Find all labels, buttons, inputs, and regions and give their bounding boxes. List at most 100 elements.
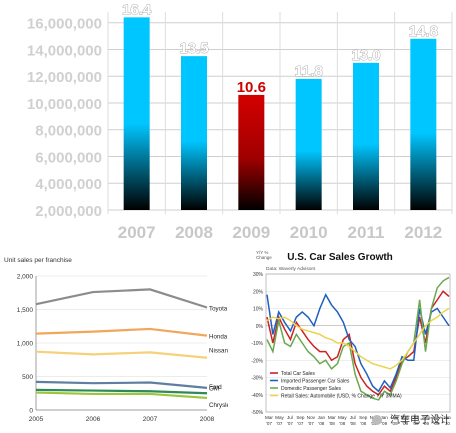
y-tick-label: 6,000,000 [35,149,102,166]
x-tick-label-month: Nov [432,415,441,420]
series-label: Toyota [209,305,228,312]
watermark-icon [372,415,382,425]
us-car-sales-growth-chart: Y/Y % Change U.S. Car Sales Growth Data: Wa… [228,246,456,433]
y-axis-label-line2: Change [256,255,272,260]
x-tick-label-month: Sep [296,415,305,420]
x-tick-label: 2011 [348,223,385,242]
bar-value-label: 10.6 [237,79,266,96]
x-tick-label: 2008 [175,223,213,242]
x-tick-label-year: '10 [444,421,450,426]
x-tick-label-year: '08 [318,421,324,426]
line-chart-svg-right: Y/Y %Change U.S. Car Sales Growth Data: Wa… [251,250,451,426]
series-line [266,276,450,401]
series-line [35,327,208,337]
bar-value-label: 13.0 [351,47,380,64]
x-tick-label: 2005 [29,416,44,423]
y-tick-label: 10,000,000 [27,96,102,113]
unit-sales-per-franchise-chart: Unit sales per franchise 0 500 1,000 1,500 2,… [0,250,228,433]
x-tick-label-month: May [275,415,284,420]
source-note: Data: Waverly Advisors [266,266,316,272]
y-tick-label: 14,000,000 [27,42,102,59]
y-tick-label: 10% [253,307,264,313]
x-tick-label-year: '09 [434,421,440,426]
chart-title: U.S. Car Sales Growth [287,252,393,263]
series-label: Nissan [209,348,228,355]
x-tick-label: 2007 [118,223,156,242]
x-tick-label-year: '09 [392,421,398,426]
x-tick-label-year: '07 [276,421,282,426]
y-tick-label: -40% [251,393,263,399]
x-tick-label-month: Jul [287,415,293,420]
bar [353,62,379,211]
legend-label: Domestic Passenger Sales [281,386,342,392]
line-chart-svg-left: Unit sales per franchise 0 500 1,000 1,500 2,… [4,257,228,423]
x-tick-label: 2009 [232,223,270,242]
x-tick-label-year: '07 [287,421,293,426]
x-tick-label-month: Jan [380,415,388,420]
watermark-text: 汽车电子设计 [390,415,450,426]
legend-label: Total Car Sales [281,371,315,377]
x-tick-label-month: Sep [359,415,368,420]
x-tick-label-year: '09 [413,421,419,426]
y-tick-label: 0 [29,408,33,415]
x-tick-label-year: '07 [297,421,303,426]
x-tick-label-year: '08 [339,421,345,426]
x-tick-label-year: '08 [329,421,335,426]
annual-car-sales-bar-chart: 2,000,000 4,000,000 6,000,000 8,000,000 10,0… [27,1,453,242]
y-tick-label: -30% [251,376,263,382]
y-axis-label-line1: Y/Y % [256,250,268,255]
x-tick-label-month: Mar [265,415,273,420]
legend-label: Retail Sales: Automobile (USD, % Change … [281,394,402,400]
y-tick-label: -20% [251,358,263,364]
y-tick-label: 12,000,000 [27,69,102,86]
x-tick-label-year: '07 [266,421,272,426]
x-tick-label-month: Jul [413,415,419,420]
x-tick-label-year: '09 [423,421,429,426]
series-line [35,391,208,400]
x-tick-label-month: Jan [443,415,451,420]
bar-value-label: 13.5 [179,40,208,57]
x-tick-label: 2010 [290,223,328,242]
bar-chart-svg: 2,000,000 4,000,000 6,000,000 8,000,000 10,0… [27,1,453,242]
series-line [266,307,450,370]
bar [238,94,265,210]
y-tick-label: 16,000,000 [27,16,102,33]
y-tick-label: 0% [256,324,264,330]
series-line [35,350,208,359]
series-label: GM [209,385,219,392]
x-tick-label-month: Jul [350,415,356,420]
x-tick-label-year: '08 [360,421,366,426]
y-tick-label: 1,000 [17,341,34,348]
legend-label: Imported Passenger Car Sales [281,379,350,385]
x-tick-label-month: Mar [328,415,336,420]
y-tick-label: 2,000 [17,274,34,281]
bar-value-label: 14.8 [409,23,438,40]
x-tick-label: 2012 [404,223,442,242]
bar [410,38,437,210]
series-line [35,380,208,389]
x-tick-label-month: May [338,415,347,420]
x-tick-label-month: Nov [307,415,316,420]
x-tick-label-month: Sep [422,415,431,420]
y-tick-label: 4,000,000 [35,176,102,193]
series-label: Honda [209,334,228,341]
x-tick-label-month: Mar [391,415,399,420]
bar [123,17,150,211]
y-tick-label: 8,000,000 [35,123,102,140]
series-line [35,388,208,395]
y-tick-label: -10% [251,341,263,347]
x-tick-label: 2008 [200,416,215,423]
y-tick-label: 20% [253,289,264,295]
x-tick-label-month: May [401,415,410,420]
y-tick-label: 500 [22,374,33,381]
plot-frame [265,273,451,413]
x-tick-label-year: '09 [402,421,408,426]
bar-value-label: 16.4 [122,1,152,18]
bar [181,56,207,210]
series-line [35,288,208,309]
y-tick-label: 2,000,000 [35,203,102,220]
x-tick-label: 2007 [143,416,158,423]
series-label: Chrysler [209,402,228,409]
x-tick-label-year: '09 [381,421,387,426]
y-tick-label: -50% [251,410,263,416]
